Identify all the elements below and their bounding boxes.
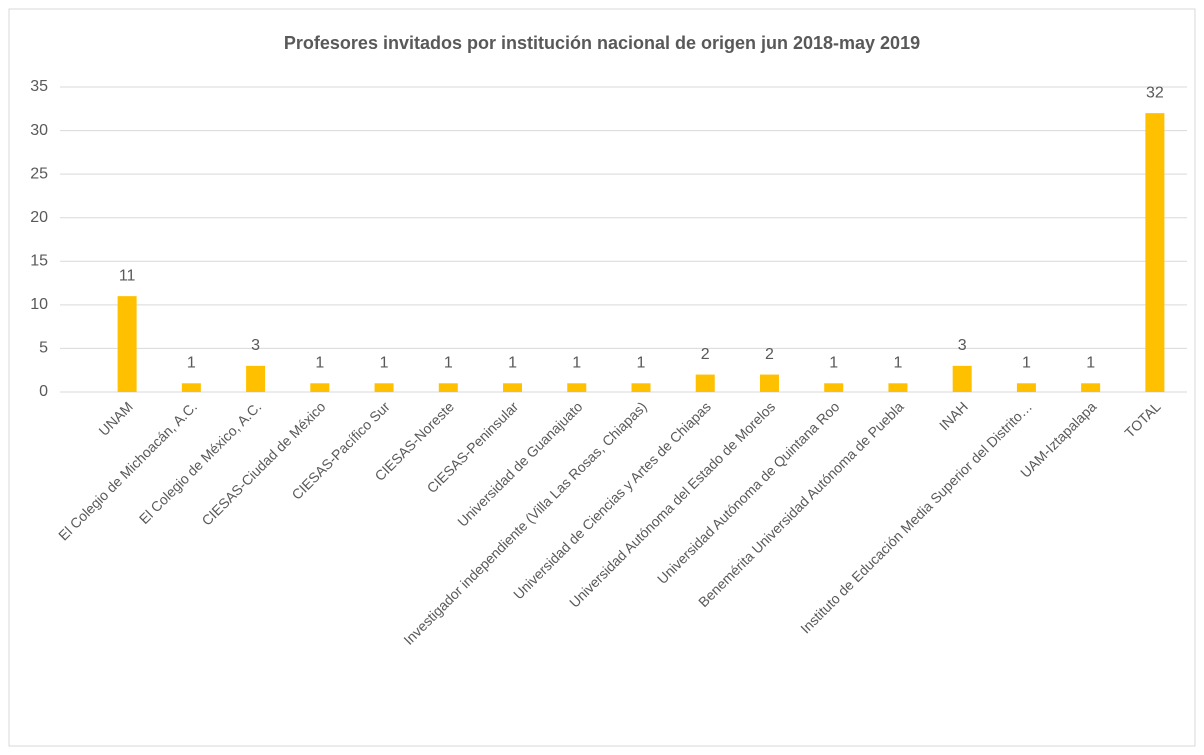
y-tick-label: 0 bbox=[39, 383, 48, 400]
bar bbox=[759, 374, 779, 392]
data-label: 1 bbox=[380, 355, 389, 372]
data-label: 1 bbox=[572, 355, 581, 372]
y-tick-label: 30 bbox=[30, 122, 48, 139]
y-tick-label: 20 bbox=[30, 209, 48, 226]
data-label: 1 bbox=[1086, 355, 1095, 372]
bar bbox=[695, 374, 715, 392]
bar bbox=[181, 383, 201, 392]
data-label: 1 bbox=[829, 355, 838, 372]
bar bbox=[888, 383, 908, 392]
data-label: 1 bbox=[187, 355, 196, 372]
chart-border bbox=[8, 8, 1196, 747]
data-label: 3 bbox=[958, 337, 967, 354]
bar bbox=[824, 383, 844, 392]
y-tick-label: 5 bbox=[39, 340, 48, 357]
chart-title: Profesores invitados por institución nac… bbox=[284, 33, 920, 53]
bar bbox=[117, 296, 137, 392]
data-label: 3 bbox=[251, 337, 260, 354]
bar bbox=[374, 383, 394, 392]
y-tick-label: 10 bbox=[30, 296, 48, 313]
data-label: 1 bbox=[315, 355, 324, 372]
data-label: 2 bbox=[765, 346, 774, 363]
data-label: 32 bbox=[1146, 84, 1164, 101]
data-label: 1 bbox=[444, 355, 453, 372]
bar bbox=[1145, 113, 1165, 393]
data-label: 1 bbox=[1022, 355, 1031, 372]
y-tick-label: 25 bbox=[30, 165, 48, 182]
bar bbox=[310, 383, 330, 392]
data-label: 1 bbox=[508, 355, 517, 372]
data-label: 1 bbox=[893, 355, 902, 372]
bar bbox=[631, 383, 651, 392]
data-label: 2 bbox=[701, 346, 710, 363]
y-tick-label: 15 bbox=[30, 253, 48, 270]
bar bbox=[952, 365, 972, 392]
bar bbox=[1081, 383, 1101, 392]
bar bbox=[503, 383, 523, 392]
bar bbox=[567, 383, 587, 392]
y-tick-label: 35 bbox=[30, 78, 48, 95]
bar bbox=[438, 383, 458, 392]
data-label: 1 bbox=[637, 355, 646, 372]
bar bbox=[246, 365, 266, 392]
data-label: 11 bbox=[119, 267, 136, 284]
bar bbox=[1016, 383, 1036, 392]
